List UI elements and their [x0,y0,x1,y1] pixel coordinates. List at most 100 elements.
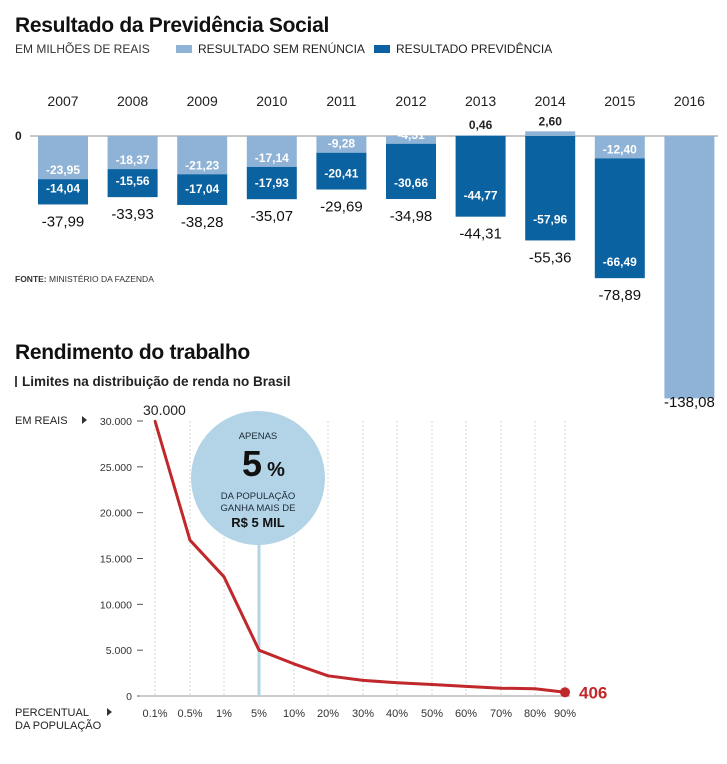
zero-label: 0 [15,129,22,143]
callout-percent: % [267,459,285,481]
chart2-subtitle-row: Limites na distribuição de renda no Bras… [15,374,291,389]
legend-swatch-light [176,45,192,53]
data-point [188,539,192,542]
bar-previdencia [386,143,436,200]
y-tick-label: 5.000 [106,645,132,657]
data-point [430,683,434,686]
x-axis-label-line2: DA POPULAÇÃO [15,719,102,732]
x-tick-label: 50% [421,708,443,720]
bar-value-label: -23,95 [46,163,80,177]
bar-total-label: -33,93 [111,206,154,223]
data-point [361,679,365,682]
bar-sem-renuncia [246,136,297,167]
year-label: 2007 [47,93,78,109]
y-tick-label: 30.000 [100,416,132,428]
data-point [395,681,399,684]
bar-previdencia [525,136,576,241]
chart2-title: Rendimento do trabalho [15,341,250,364]
bar-previdencia [455,136,506,217]
chart1-subtitle: EM MILHÕES DE REAIS [15,42,150,56]
year-label: 2014 [535,93,566,109]
data-point [533,687,537,690]
source-text: MINISTÉRIO DA FAZENDA [49,274,154,284]
end-dot [560,687,570,698]
bar-total-label: -29,69 [320,199,363,216]
data-point [464,685,468,688]
legend-label: RESULTADO PREVIDÊNCIA [396,42,553,56]
bar-value-label: -17,93 [255,176,289,190]
year-label: 2008 [117,93,148,109]
bar-sem-renuncia [177,136,228,175]
x-tick-label: 0.5% [177,708,202,720]
bar-sem-renuncia [664,136,715,399]
year-label: 2010 [256,93,287,109]
data-point [326,674,330,677]
year-label: 2011 [326,93,356,109]
x-tick-label: 70% [490,708,512,720]
bar-sem-renuncia [107,136,158,170]
data-point [257,649,261,652]
bar-previdencia [246,166,297,200]
data-point [222,575,226,578]
x-tick-label: 90% [554,708,576,720]
legend-swatch-dark [374,45,390,53]
bar-value-label: -12,40 [603,142,637,156]
data-point [292,662,296,666]
bar-value-label: -4,31 [397,128,425,142]
legend-item-previdencia: RESULTADO PREVIDÊNCIA [374,42,552,56]
bar-value-label: -9,28 [328,137,356,151]
x-tick-label: 30% [352,708,374,720]
callout-line4: R$ 5 MIL [231,515,285,530]
x-tick-label: 20% [317,708,339,720]
legend-item-sem-renuncia: RESULTADO SEM RENÚNCIA [176,42,365,56]
chart1-title: Resultado da Previdência Social [15,14,329,37]
bar-total-label: -37,99 [42,213,85,230]
bar-sem-renuncia [455,135,506,136]
year-label: 2009 [187,93,218,109]
bar-sem-renuncia [38,136,88,180]
bar-sem-renuncia [594,136,645,159]
bar-value-label: -66,49 [603,255,637,269]
callout-number: 5 [242,443,262,484]
data-point [153,419,157,423]
x-tick-label: 10% [283,708,305,720]
bar-value-label: -20,41 [324,167,358,181]
year-label: 2016 [674,93,705,109]
x-tick-label: 0.1% [142,708,167,720]
callout-line3: GANHA MAIS DE [221,503,296,514]
year-label: 2015 [604,93,635,109]
bar-total-label: -78,89 [599,287,642,304]
bar-previdencia [107,169,158,198]
last-value-label: 406 [579,683,607,702]
bar-total-label: -35,07 [251,208,294,225]
bar-total-label: -55,36 [529,249,572,266]
legend-label: RESULTADO SEM RENÚNCIA [198,42,365,56]
bar-value-label: -17,14 [255,151,289,165]
bar-previdencia [177,174,228,205]
y-tick-label: 0 [126,691,132,703]
x-tick-label: 60% [455,708,477,720]
bar-value-label: -57,96 [533,212,567,226]
bar-sem-renuncia [316,136,367,153]
callout-line2: DA POPULAÇÃO [221,491,295,502]
y-axis-arrow [82,416,87,424]
y-tick-label: 15.000 [100,554,132,566]
subtitle-marker [15,376,17,387]
bar-value-label: -30,66 [394,176,428,190]
chart1-svg: 0 2007 -23,95 -14,04 -37,99 2008 -18,37 -15,56 -… [15,93,718,411]
callout-circle [191,411,325,545]
bar-value-label: -15,56 [116,174,150,188]
bar-sem-renuncia [525,131,576,136]
source-note: FONTE: MINISTÉRIO DA FAZENDA [15,274,154,284]
x-tick-label: 80% [524,708,546,720]
x-tick-label: 40% [386,708,408,720]
x-tick-label: 5% [251,708,267,720]
year-label: 2013 [465,93,496,109]
bar-total-label: -34,98 [390,208,433,225]
y-tick-label: 25.000 [100,462,132,474]
bar-value-label: -17,04 [185,182,219,196]
bar-value-label: -44,77 [464,189,498,203]
bar-previdencia [594,158,645,279]
x-axis-label-line1: PERCENTUAL [15,707,89,719]
chart2-svg: EM REAIS 0 5.000 10.000 15.000 20.000 25.000 30… [15,402,607,732]
